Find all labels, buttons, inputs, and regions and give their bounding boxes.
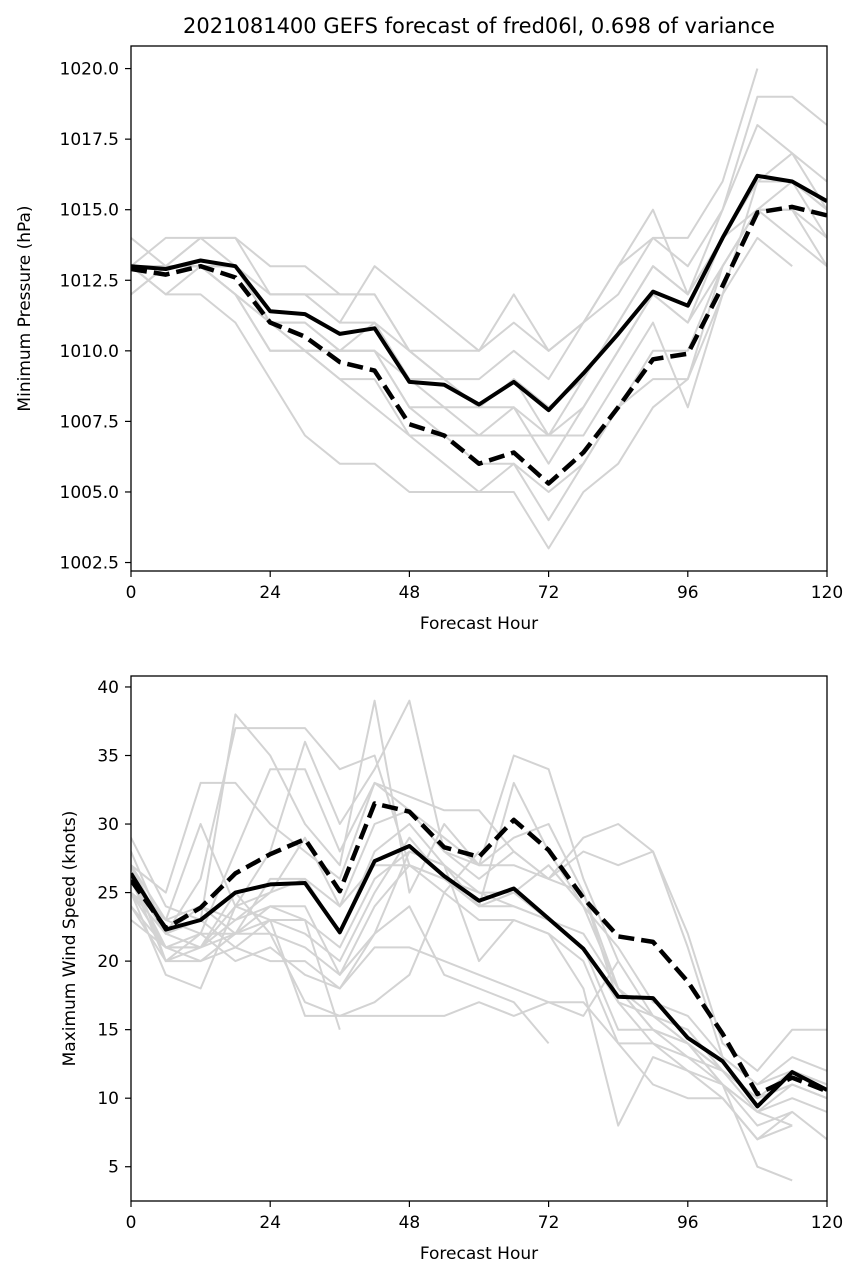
pressure-ytick-label: 1017.5 — [60, 130, 119, 150]
wind-xaxis-label: Forecast Hour — [420, 1244, 538, 1264]
chart-title: 2021081400 GEFS forecast of fred06l, 0.6… — [183, 14, 775, 38]
pressure-xtick-label: 0 — [126, 583, 137, 603]
pressure-member-line-2 — [131, 95, 827, 381]
pressure-ytick-label: 1020.0 — [60, 60, 119, 80]
pressure-ytick-label: 1007.5 — [60, 412, 119, 432]
wind-member-line-11 — [131, 850, 793, 1141]
wind-ytick-label: 30 — [97, 815, 119, 835]
wind-plot-area — [131, 699, 827, 1182]
pressure-plot-area — [131, 68, 827, 550]
pressure-member-line-9 — [131, 236, 793, 550]
wind-member-line-16 — [131, 864, 793, 1182]
wind-yaxis-label: Maximum Wind Speed (knots) — [60, 811, 80, 1067]
wind-dashed-line — [131, 801, 827, 1097]
pressure-member-line-11 — [131, 180, 827, 437]
wind-ytick-label: 5 — [108, 1158, 119, 1178]
wind-xtick-label: 96 — [677, 1213, 699, 1233]
wind-panel: 0 24 48 72 96 120 5 10 15 20 25 30 35 40 Forecast Hour… — [60, 675, 843, 1264]
pressure-xtick-label: 72 — [538, 583, 560, 603]
wind-member-line-14 — [131, 850, 480, 1017]
wind-ytick-label: 25 — [97, 884, 119, 904]
wind-xtick-label: 72 — [538, 1213, 560, 1233]
wind-ytick-label: 10 — [97, 1089, 119, 1109]
wind-member-line-15 — [131, 891, 827, 1141]
wind-member-line-9 — [131, 836, 827, 1113]
pressure-xtick-label: 96 — [677, 583, 699, 603]
pressure-xtick-label: 24 — [259, 583, 281, 603]
pressure-dashed-line — [131, 204, 827, 486]
wind-xtick-label: 0 — [126, 1213, 137, 1233]
pressure-ytick-label: 1012.5 — [60, 271, 119, 291]
pressure-yaxis-label: Minimum Pressure (hPa) — [15, 205, 35, 411]
wind-ytick-label: 20 — [97, 952, 119, 972]
pressure-ytick-label: 1002.5 — [60, 554, 119, 574]
pressure-panel: 0 24 48 72 96 120 1002.5 1005.0 1007.5 1010.0 1012… — [15, 45, 843, 634]
wind-member-line-10 — [131, 864, 827, 1113]
wind-xtick-label: 24 — [259, 1213, 281, 1233]
pressure-xtick-label: 120 — [811, 583, 843, 603]
wind-mean-line — [131, 844, 827, 1109]
pressure-axes-frame — [130, 45, 828, 572]
pressure-xtick-label: 48 — [399, 583, 421, 603]
pressure-ytick-label: 1015.0 — [60, 201, 119, 221]
pressure-ytick-label: 1010.0 — [60, 342, 119, 362]
wind-ytick-label: 35 — [97, 747, 119, 767]
pressure-mean-line — [131, 173, 827, 413]
wind-ytick-label: 15 — [97, 1021, 119, 1041]
pressure-xaxis-label: Forecast Hour — [420, 614, 538, 634]
pressure-ytick-label: 1005.0 — [60, 483, 119, 503]
wind-axes-frame — [130, 675, 828, 1202]
wind-member-line-13 — [131, 892, 341, 1031]
wind-member-line-1 — [131, 699, 793, 1127]
wind-ytick-label: 40 — [97, 678, 119, 698]
wind-xtick-label: 48 — [399, 1213, 421, 1233]
wind-member-line-4 — [131, 768, 827, 1100]
wind-xtick-label: 120 — [811, 1213, 843, 1233]
